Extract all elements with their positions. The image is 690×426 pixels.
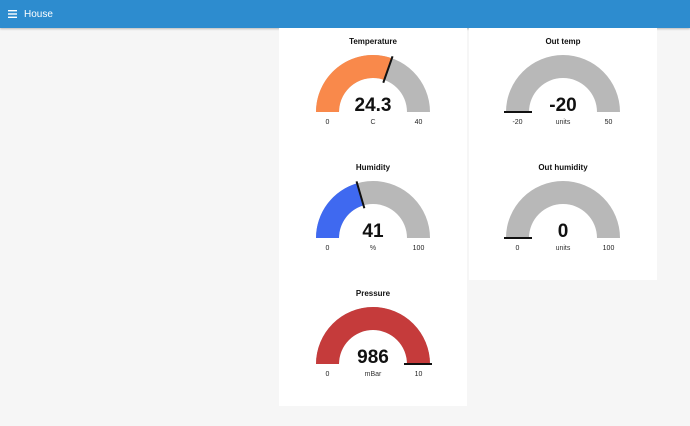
gauge-max-label: 40 bbox=[415, 119, 423, 126]
gauge-card-humidity: Humidity 41% 0 100 bbox=[279, 154, 467, 280]
gauge-units: units bbox=[556, 119, 571, 126]
gauge-out-temp: Out temp -20 units -20 50 bbox=[504, 37, 620, 126]
gauge-units: units bbox=[556, 245, 571, 252]
gauge-title: Out temp bbox=[545, 37, 580, 46]
gauge-max-label: 10 bbox=[415, 371, 423, 378]
gauge-card-out-humidity: Out humidity 0 units 0 100 bbox=[469, 154, 657, 280]
gauge-title: Out humidity bbox=[538, 163, 588, 172]
gauge-min-label: 0 bbox=[326, 245, 330, 252]
gauge-units: % bbox=[370, 245, 376, 252]
gauge-card-pressure: Pressure 986 mBar 0 10 bbox=[279, 280, 467, 406]
app-title: House bbox=[24, 8, 53, 20]
gauge-needle bbox=[382, 56, 394, 84]
gauge-value: 41 bbox=[362, 221, 384, 242]
top-toolbar: House bbox=[0, 0, 690, 28]
gauge-value: 0 bbox=[558, 221, 569, 242]
gauge-track bbox=[506, 181, 620, 238]
gauge-needle bbox=[355, 181, 366, 209]
gauge-max-label: 50 bbox=[605, 119, 613, 126]
gauge-min-label: -20 bbox=[512, 119, 522, 126]
gauge-fill bbox=[316, 307, 430, 364]
gauge-card-out-temp: Out temp -20 units -20 50 bbox=[469, 28, 657, 154]
hamburger-menu-icon[interactable] bbox=[6, 7, 18, 21]
gauge-value: -20 bbox=[549, 95, 576, 116]
gauge-title: Humidity bbox=[356, 163, 391, 172]
gauge-min-label: 0 bbox=[326, 119, 330, 126]
gauge-title: Pressure bbox=[356, 289, 391, 298]
gauge-min-label: 0 bbox=[516, 245, 520, 252]
gauge-title: Temperature bbox=[349, 37, 397, 46]
gauge-out-humidity: Out humidity 0 units 0 100 bbox=[504, 163, 620, 252]
gauge-temperature: Temperature 24.3 C 0 40 bbox=[316, 37, 430, 126]
gauge-card-temperature: Temperature 24.3 C 0 40 bbox=[279, 28, 467, 154]
gauge-pressure: Pressure 986 mBar 0 10 bbox=[316, 289, 432, 378]
gauge-units: mBar bbox=[365, 371, 382, 378]
gauge-units: C bbox=[370, 119, 375, 126]
gauge-fill bbox=[316, 183, 364, 238]
gauge-max-label: 100 bbox=[413, 245, 425, 252]
gauge-value: 986 bbox=[357, 347, 389, 368]
gauge-min-label: 0 bbox=[326, 371, 330, 378]
gauge-max-label: 100 bbox=[603, 245, 615, 252]
gauge-fill bbox=[316, 54, 392, 112]
gauge-track bbox=[506, 55, 620, 112]
gauge-value: 24.3 bbox=[355, 95, 392, 116]
gauge-humidity: Humidity 41% 0 100 bbox=[316, 163, 430, 252]
